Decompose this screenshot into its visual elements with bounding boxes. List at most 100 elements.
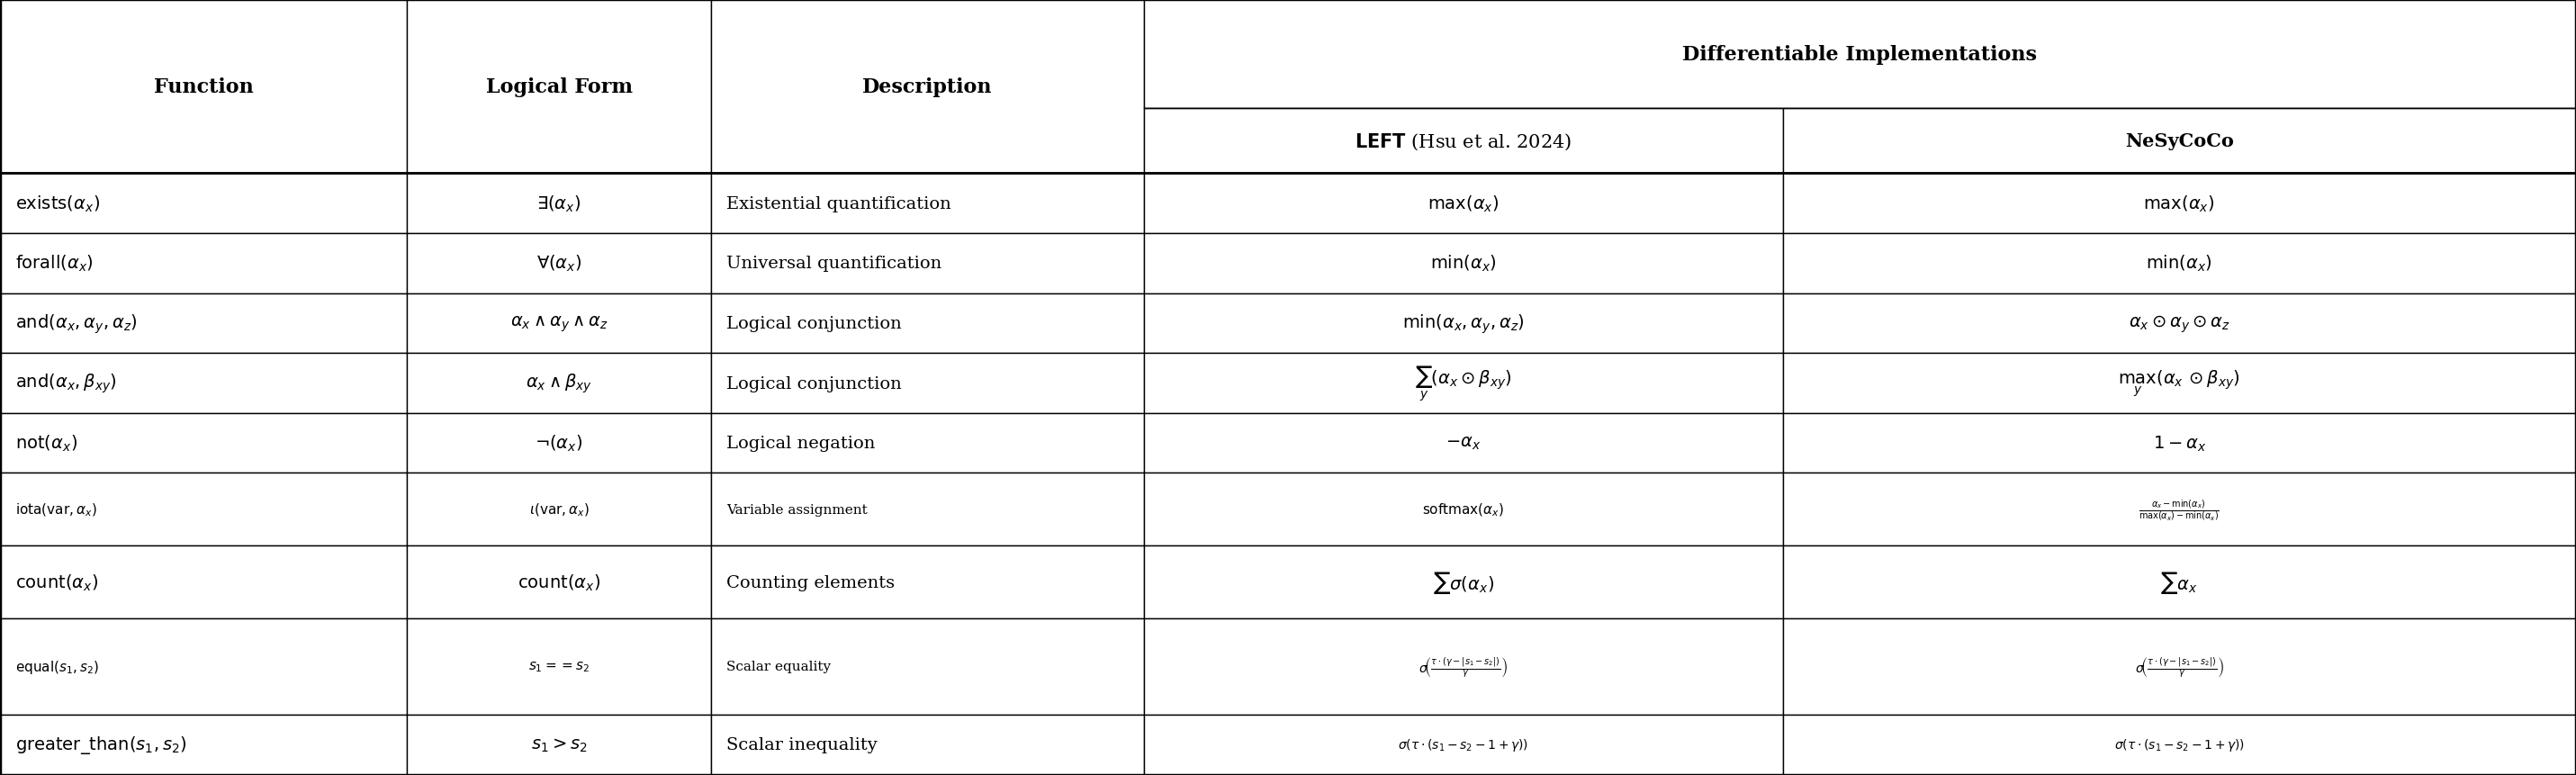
Bar: [407, 715, 711, 775]
Text: Description: Description: [863, 77, 992, 97]
Bar: [1783, 174, 2576, 234]
Bar: [407, 546, 711, 619]
Text: $\mathrm{and}(\alpha_x, \alpha_y, \alpha_z)$: $\mathrm{and}(\alpha_x, \alpha_y, \alpha…: [15, 312, 137, 335]
Bar: [1783, 109, 2576, 174]
Bar: [1783, 234, 2576, 294]
Bar: [1144, 353, 1783, 413]
Bar: [407, 234, 711, 294]
Bar: [1144, 474, 1783, 546]
Text: $\sigma\!\left(\frac{\tau \cdot (\gamma - |s_1 - s_2|)}{\gamma}\right)$: $\sigma\!\left(\frac{\tau \cdot (\gamma …: [2136, 655, 2223, 679]
Bar: [1144, 546, 1783, 619]
Text: $-\alpha_x$: $-\alpha_x$: [1445, 435, 1481, 452]
Bar: [711, 546, 1144, 619]
Bar: [1144, 234, 1783, 294]
Bar: [1144, 174, 1783, 234]
Text: $\alpha_x \wedge \beta_{xy}$: $\alpha_x \wedge \beta_{xy}$: [526, 372, 592, 395]
Bar: [711, 619, 1144, 715]
Text: $\iota(\mathrm{var}, \alpha_x)$: $\iota(\mathrm{var}, \alpha_x)$: [528, 501, 590, 518]
Bar: [1144, 294, 1783, 353]
Text: $s_1 {=}{=} s_2$: $s_1 {=}{=} s_2$: [528, 660, 590, 673]
Text: $\mathrm{count}(\alpha_x)$: $\mathrm{count}(\alpha_x)$: [15, 573, 98, 593]
Bar: [407, 474, 711, 546]
Bar: [1783, 413, 2576, 474]
Text: $\mathrm{not}(\alpha_x)$: $\mathrm{not}(\alpha_x)$: [15, 433, 77, 453]
Text: $\mathrm{iota}(\mathrm{var}, \alpha_x)$: $\mathrm{iota}(\mathrm{var}, \alpha_x)$: [15, 501, 98, 518]
Bar: [407, 294, 711, 353]
Bar: [407, 353, 711, 413]
Text: Logical Form: Logical Form: [487, 77, 631, 97]
Text: $\frac{\alpha_x - \min(\alpha_x)}{\max(\alpha_x) - \min(\alpha_x)}$: $\frac{\alpha_x - \min(\alpha_x)}{\max(\…: [2138, 498, 2221, 522]
Bar: [711, 294, 1144, 353]
Bar: [711, 0, 1144, 174]
Text: $\max_y(\alpha_x \odot \beta_{xy})$: $\max_y(\alpha_x \odot \beta_{xy})$: [2117, 368, 2241, 398]
Bar: [1783, 474, 2576, 546]
Text: $\mathrm{forall}(\alpha_x)$: $\mathrm{forall}(\alpha_x)$: [15, 253, 93, 274]
Text: $\min(\alpha_x, \alpha_y, \alpha_z)$: $\min(\alpha_x, \alpha_y, \alpha_z)$: [1401, 312, 1525, 335]
Text: $\mathbf{LEFT}$ (Hsu et al. 2024): $\mathbf{LEFT}$ (Hsu et al. 2024): [1355, 132, 1571, 152]
Bar: [1144, 715, 1783, 775]
Text: Logical conjunction: Logical conjunction: [726, 375, 902, 391]
Bar: [711, 174, 1144, 234]
Text: Variable assignment: Variable assignment: [726, 503, 868, 516]
Text: $\mathrm{and}(\alpha_x, \beta_{xy})$: $\mathrm{and}(\alpha_x, \beta_{xy})$: [15, 372, 116, 395]
Bar: [711, 715, 1144, 775]
Text: $\mathrm{greater\_than}(s_1, s_2)$: $\mathrm{greater\_than}(s_1, s_2)$: [15, 734, 188, 756]
Bar: [1783, 715, 2576, 775]
Bar: [711, 234, 1144, 294]
Bar: [1783, 353, 2576, 413]
Text: Function: Function: [155, 77, 252, 97]
Text: $1 - \alpha_x$: $1 - \alpha_x$: [2154, 434, 2205, 453]
Text: $\mathrm{count}(\alpha_x)$: $\mathrm{count}(\alpha_x)$: [518, 573, 600, 593]
Bar: [0, 294, 407, 353]
Bar: [0, 353, 407, 413]
Text: Counting elements: Counting elements: [726, 574, 894, 591]
Text: Scalar inequality: Scalar inequality: [726, 736, 878, 753]
Text: $\sum \sigma(\alpha_x)$: $\sum \sigma(\alpha_x)$: [1432, 570, 1494, 595]
Text: $\sum_y(\alpha_x \odot \beta_{xy})$: $\sum_y(\alpha_x \odot \beta_{xy})$: [1414, 364, 1512, 403]
Text: $\sigma(\tau \cdot (s_1 - s_2 - 1 + \gamma))$: $\sigma(\tau \cdot (s_1 - s_2 - 1 + \gam…: [1399, 736, 1528, 753]
Text: $\mathrm{equal}(s_1, s_2)$: $\mathrm{equal}(s_1, s_2)$: [15, 658, 100, 675]
Text: NeSyCoCo: NeSyCoCo: [2125, 133, 2233, 150]
Bar: [0, 619, 407, 715]
Bar: [1144, 109, 1783, 174]
Text: $\max(\alpha_x)$: $\max(\alpha_x)$: [1427, 194, 1499, 214]
Bar: [0, 174, 407, 234]
Bar: [0, 0, 407, 174]
Text: Scalar equality: Scalar equality: [726, 660, 832, 673]
Bar: [1783, 294, 2576, 353]
Text: Existential quantification: Existential quantification: [726, 196, 951, 212]
Bar: [1783, 546, 2576, 619]
Text: $\exists(\alpha_x)$: $\exists(\alpha_x)$: [536, 194, 582, 214]
Bar: [711, 353, 1144, 413]
Text: $\mathrm{softmax}(\alpha_x)$: $\mathrm{softmax}(\alpha_x)$: [1422, 501, 1504, 518]
Text: $\sigma(\tau \cdot (s_1 - s_2 - 1 + \gamma))$: $\sigma(\tau \cdot (s_1 - s_2 - 1 + \gam…: [2115, 736, 2244, 753]
Text: $\max(\alpha_x)$: $\max(\alpha_x)$: [2143, 194, 2215, 214]
Bar: [1144, 619, 1783, 715]
Text: Universal quantification: Universal quantification: [726, 256, 943, 272]
Bar: [0, 715, 407, 775]
Text: $\min(\alpha_x)$: $\min(\alpha_x)$: [2146, 253, 2213, 274]
Text: $\alpha_x \wedge \alpha_y \wedge \alpha_z$: $\alpha_x \wedge \alpha_y \wedge \alpha_…: [510, 314, 608, 333]
Text: Logical negation: Logical negation: [726, 436, 876, 451]
Text: $\sigma\!\left(\frac{\tau \cdot (\gamma - |s_1 - s_2|)}{\gamma}\right)$: $\sigma\!\left(\frac{\tau \cdot (\gamma …: [1419, 655, 1507, 679]
Bar: [407, 174, 711, 234]
Bar: [711, 413, 1144, 474]
Text: Logical conjunction: Logical conjunction: [726, 315, 902, 332]
Text: $s_1 > s_2$: $s_1 > s_2$: [531, 736, 587, 753]
Text: $\alpha_x \odot \alpha_y \odot \alpha_z$: $\alpha_x \odot \alpha_y \odot \alpha_z$: [2128, 313, 2231, 334]
Text: Differentiable Implementations: Differentiable Implementations: [1682, 45, 2038, 64]
Bar: [1144, 0, 2576, 109]
Bar: [0, 546, 407, 619]
Text: $\sum \alpha_x$: $\sum \alpha_x$: [2161, 570, 2197, 595]
Text: $\neg(\alpha_x)$: $\neg(\alpha_x)$: [536, 433, 582, 453]
Bar: [1783, 619, 2576, 715]
Text: $\mathrm{exists}(\alpha_x)$: $\mathrm{exists}(\alpha_x)$: [15, 194, 100, 214]
Bar: [407, 413, 711, 474]
Bar: [711, 474, 1144, 546]
Bar: [1144, 413, 1783, 474]
Text: $\forall(\alpha_x)$: $\forall(\alpha_x)$: [536, 253, 582, 274]
Text: $\min(\alpha_x)$: $\min(\alpha_x)$: [1430, 253, 1497, 274]
Bar: [0, 474, 407, 546]
Bar: [0, 413, 407, 474]
Bar: [407, 619, 711, 715]
